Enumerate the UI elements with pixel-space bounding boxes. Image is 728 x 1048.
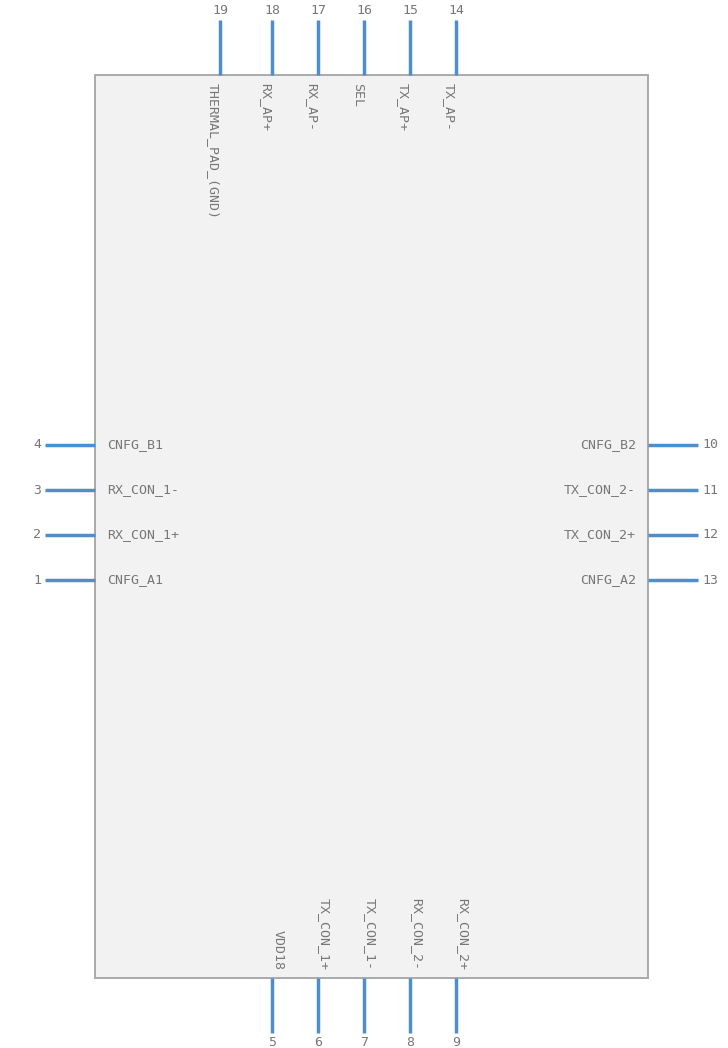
- Text: CNFG_B1: CNFG_B1: [107, 438, 163, 452]
- Text: RX_CON_2-: RX_CON_2-: [410, 898, 423, 970]
- Text: 8: 8: [406, 1036, 414, 1048]
- Text: SEL: SEL: [351, 83, 364, 107]
- Text: 13: 13: [702, 573, 718, 587]
- Text: THERMAL_PAD_(GND): THERMAL_PAD_(GND): [207, 83, 220, 219]
- Text: RX_CON_2+: RX_CON_2+: [456, 898, 469, 970]
- Text: CNFG_A1: CNFG_A1: [107, 573, 163, 587]
- Text: CNFG_B2: CNFG_B2: [580, 438, 636, 452]
- Text: TX_AP+: TX_AP+: [397, 83, 410, 131]
- Bar: [95, 75, 648, 978]
- Text: 16: 16: [356, 4, 372, 17]
- Text: 1: 1: [33, 573, 41, 587]
- Text: 5: 5: [268, 1036, 276, 1048]
- Text: 6: 6: [314, 1036, 322, 1048]
- Text: VDD18: VDD18: [272, 930, 285, 970]
- Text: RX_CON_1-: RX_CON_1-: [107, 483, 179, 497]
- Text: 3: 3: [33, 483, 41, 497]
- Text: TX_CON_1+: TX_CON_1+: [318, 898, 331, 970]
- Text: 2: 2: [33, 528, 41, 542]
- Text: TX_CON_1-: TX_CON_1-: [364, 898, 377, 970]
- Text: TX_CON_2+: TX_CON_2+: [564, 528, 636, 542]
- Text: TX_CON_2-: TX_CON_2-: [564, 483, 636, 497]
- Text: 4: 4: [33, 438, 41, 452]
- Text: CNFG_A2: CNFG_A2: [580, 573, 636, 587]
- Text: 17: 17: [310, 4, 326, 17]
- Text: 19: 19: [212, 4, 228, 17]
- Text: 7: 7: [360, 1036, 368, 1048]
- Text: 18: 18: [264, 4, 280, 17]
- Text: TX_AP-: TX_AP-: [443, 83, 456, 131]
- Text: 10: 10: [702, 438, 718, 452]
- Text: 12: 12: [702, 528, 718, 542]
- Text: 11: 11: [702, 483, 718, 497]
- Text: RX_AP+: RX_AP+: [259, 83, 272, 131]
- Text: 14: 14: [448, 4, 464, 17]
- Text: RX_AP-: RX_AP-: [305, 83, 318, 131]
- Text: 15: 15: [402, 4, 418, 17]
- Text: 9: 9: [452, 1036, 460, 1048]
- Text: RX_CON_1+: RX_CON_1+: [107, 528, 179, 542]
